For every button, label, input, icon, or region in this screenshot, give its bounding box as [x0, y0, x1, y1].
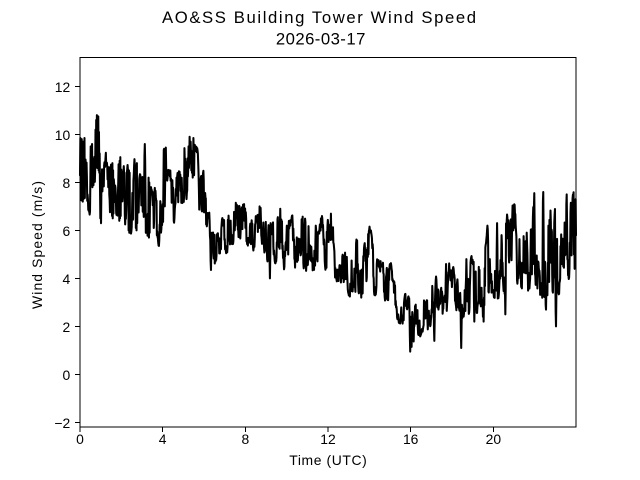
svg-text:8: 8 [241, 431, 249, 447]
svg-text:16: 16 [403, 431, 419, 447]
svg-text:12: 12 [320, 431, 336, 447]
svg-text:4: 4 [62, 271, 70, 287]
svg-text:Wind Speed (m/s): Wind Speed (m/s) [29, 181, 45, 309]
svg-text:4: 4 [159, 431, 167, 447]
svg-text:2: 2 [62, 319, 70, 335]
svg-text:Time (UTC): Time (UTC) [289, 452, 367, 468]
svg-text:AO&SS Building Tower Wind Spee: AO&SS Building Tower Wind Speed [162, 8, 476, 27]
svg-text:20: 20 [486, 431, 502, 447]
svg-text:12: 12 [55, 79, 71, 95]
svg-text:2026-03-17: 2026-03-17 [276, 30, 366, 49]
svg-text:8: 8 [62, 175, 70, 191]
svg-text:0: 0 [76, 431, 84, 447]
svg-text:0: 0 [62, 367, 70, 383]
svg-text:6: 6 [62, 223, 70, 239]
svg-text:10: 10 [55, 127, 71, 143]
svg-text:−2: −2 [54, 415, 70, 431]
